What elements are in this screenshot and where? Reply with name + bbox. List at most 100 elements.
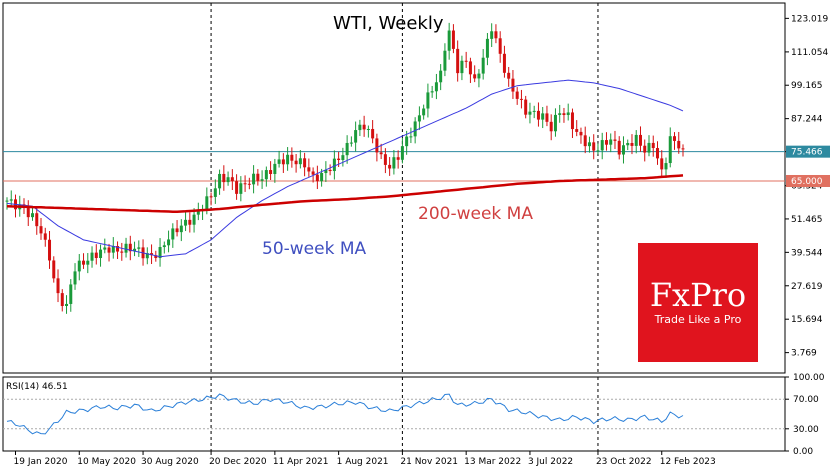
candle-body (184, 219, 188, 226)
candle-body (464, 60, 468, 62)
candle-body (124, 243, 128, 253)
candle-body (494, 31, 498, 39)
candle-body (451, 30, 455, 49)
y-tick-label: 39.544 (791, 248, 823, 258)
candle-body (630, 143, 634, 146)
candle-body (120, 251, 124, 253)
candle-body (413, 121, 417, 137)
candle-body (430, 91, 434, 93)
ma-line-50-week-ma (6, 79, 684, 258)
candle-body (145, 253, 149, 259)
candle-body (209, 196, 213, 198)
candle-body (528, 111, 532, 115)
candle-body (99, 249, 103, 259)
candle-body (328, 169, 332, 172)
rsi-y-tick-label: 100.00 (793, 373, 825, 383)
candle-body (128, 243, 132, 252)
candle-body (158, 247, 162, 259)
candle-body (90, 252, 94, 261)
candle-body (315, 174, 319, 182)
candle-body (511, 78, 515, 92)
candle-body (447, 30, 451, 51)
rsi-y-tick-label: 0.00 (793, 447, 813, 457)
candle-body (337, 158, 341, 161)
candle-body (5, 200, 9, 202)
candle-body (668, 136, 672, 164)
candle-body (243, 183, 247, 185)
candle-body (192, 214, 196, 225)
candle-body (532, 110, 536, 112)
candle-body (545, 113, 549, 122)
candle-body (434, 82, 438, 92)
rsi-line (6, 393, 684, 435)
candle-body (179, 225, 183, 233)
chart-title: WTI, Weekly (333, 13, 444, 34)
candle-body (56, 278, 60, 294)
candle-body (388, 164, 392, 169)
fxpro-logo-box (638, 243, 758, 362)
candle-body (264, 170, 268, 180)
y-tick-label: 51.465 (791, 215, 823, 225)
candle-body (31, 213, 35, 218)
candle-body (498, 38, 502, 54)
candle-body (273, 163, 277, 175)
candle-body (52, 260, 56, 279)
rsi-label: RSI(14) 46.51 (6, 382, 68, 392)
candle-body (575, 129, 579, 132)
candle-body (677, 140, 681, 149)
candle-body (226, 177, 230, 183)
candle-body (171, 228, 175, 240)
candle-body (664, 163, 668, 170)
candle-body (643, 145, 647, 153)
candle-body (443, 50, 447, 71)
candle-body (48, 239, 52, 261)
candle-body (39, 226, 43, 234)
candle-body (562, 113, 566, 116)
candle-body (86, 260, 90, 265)
candle-body (65, 303, 69, 307)
candle-body (307, 167, 311, 172)
candle-body (566, 112, 570, 116)
candle-body (235, 181, 239, 194)
x-tick-label: 20 Dec 2020 (209, 457, 267, 467)
candle-body (621, 145, 625, 155)
rsi-plot-frame (2, 376, 786, 452)
candle-body (460, 60, 464, 74)
candle-body (73, 271, 77, 285)
x-tick-label: 11 Apr 2021 (273, 457, 329, 467)
candle-body (396, 157, 400, 160)
candle-body (26, 208, 30, 218)
candle-body (358, 124, 362, 131)
candle-body (485, 38, 489, 58)
candle-body (175, 228, 179, 233)
candle-body (604, 140, 608, 145)
candle-body (9, 199, 13, 201)
candle-body (422, 108, 426, 116)
candle-body (579, 131, 583, 136)
rsi-y-tick-label: 30.00 (793, 425, 819, 435)
candle-body (354, 130, 358, 143)
candle-body (596, 150, 600, 152)
candle-body (613, 139, 617, 141)
candle-body (468, 61, 472, 75)
candle-body (281, 159, 285, 165)
candle-body (392, 157, 396, 169)
current-price-label: 75.466 (791, 148, 823, 158)
candle-body (502, 53, 506, 73)
x-tick-label: 1 Aug 2021 (337, 457, 389, 467)
candle-body (400, 146, 404, 160)
candle-body (617, 140, 621, 155)
candle-body (256, 173, 260, 181)
candle-body (311, 171, 315, 175)
candle-body (116, 246, 120, 252)
y-tick-label: 123.019 (791, 14, 828, 24)
candle-body (107, 247, 111, 253)
candle-body (515, 91, 519, 99)
candle-body (205, 196, 209, 211)
candle-body (111, 246, 115, 253)
candle-body (222, 173, 226, 183)
annotation-50-week-ma: 50-week MA (262, 239, 367, 259)
candle-body (239, 183, 243, 194)
candle-body (154, 255, 158, 259)
fxpro-tagline: Trade Like a Pro (654, 313, 742, 326)
